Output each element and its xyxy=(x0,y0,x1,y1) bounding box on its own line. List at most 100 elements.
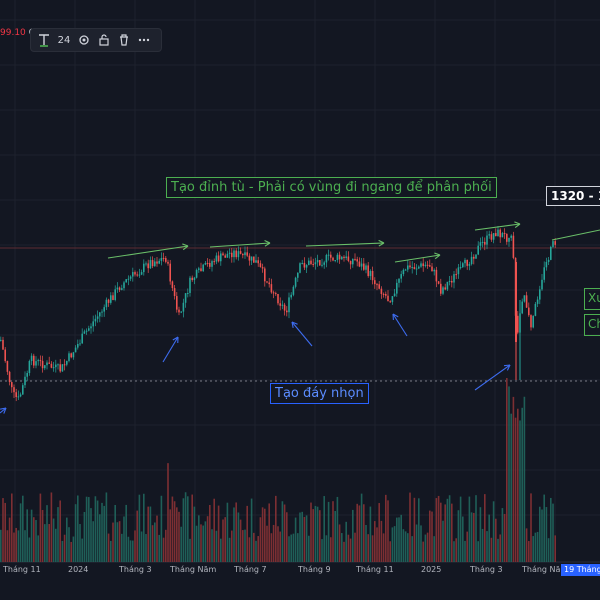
candle-body xyxy=(554,241,556,245)
candle-body xyxy=(382,293,385,295)
candle-body xyxy=(499,229,501,238)
volume-bar xyxy=(255,540,257,562)
candle-body xyxy=(103,307,105,312)
volume-bar xyxy=(543,494,545,562)
candle-body xyxy=(59,364,61,372)
volume-bar xyxy=(545,507,548,562)
candle-body xyxy=(539,289,541,300)
candle-body xyxy=(464,259,466,264)
candle-body xyxy=(44,365,46,369)
distribution-top-note[interactable]: Tạo đỉnh tù - Phải có vùng đi ngang để p… xyxy=(166,177,497,198)
volume-bar xyxy=(283,504,286,562)
candle-body xyxy=(107,299,110,303)
support-arrow-head xyxy=(291,321,298,325)
time-axis[interactable]: Tháng 11 2024 Tháng 3 Tháng Năm Tháng 7 … xyxy=(0,563,600,577)
volume-bar xyxy=(261,507,264,562)
candle-body xyxy=(477,245,479,255)
volume-bar xyxy=(79,524,81,562)
volume-bar xyxy=(167,463,169,562)
candle-body xyxy=(349,260,352,265)
candle-body xyxy=(459,267,462,269)
candle-body xyxy=(55,364,57,368)
volume-bar xyxy=(88,497,90,562)
lock-icon[interactable] xyxy=(97,31,111,49)
volume-bar xyxy=(396,517,398,562)
x-tick-label: Tháng 11 xyxy=(3,565,41,574)
volume-bar xyxy=(217,505,220,562)
volume-bar xyxy=(327,501,330,562)
volume-bar xyxy=(35,520,37,562)
candle-body xyxy=(211,261,213,267)
resistance-arrow-head xyxy=(434,254,441,260)
candle-body xyxy=(319,260,321,266)
volume-bar xyxy=(325,535,328,562)
volume-bar xyxy=(90,508,92,562)
volume-bar xyxy=(354,532,356,562)
resistance-arrow-head xyxy=(514,221,521,225)
volume-bar xyxy=(393,526,396,562)
candle-body xyxy=(402,269,405,275)
volume-bar xyxy=(303,516,306,562)
volume-bar xyxy=(173,501,176,562)
volume-bar xyxy=(530,493,532,562)
volume-bar xyxy=(349,538,352,562)
candle-body xyxy=(257,260,259,264)
volume-bar xyxy=(195,525,198,562)
volume-bar xyxy=(429,510,431,562)
candle-body xyxy=(39,360,42,362)
volume-bar xyxy=(8,517,11,562)
resistance-arrow-head xyxy=(182,243,189,247)
volume-bar xyxy=(189,538,191,562)
gear-icon[interactable] xyxy=(77,31,91,49)
volume-bar xyxy=(136,510,138,562)
candle-body xyxy=(433,269,435,272)
sharp-bottom-note[interactable]: Tạo đáy nhọn xyxy=(270,383,369,404)
volume-bar xyxy=(451,503,453,562)
candle-body xyxy=(501,233,504,238)
volume-bar xyxy=(371,535,374,562)
volume-bar xyxy=(57,507,59,562)
volume-bar xyxy=(99,514,101,562)
side-label-1[interactable]: Xu xyxy=(584,288,600,310)
volume-bar xyxy=(28,537,31,562)
candle-body xyxy=(310,260,312,264)
volume-bar xyxy=(107,533,110,562)
candle-body xyxy=(341,256,343,260)
candle-body xyxy=(125,279,127,283)
volume-bar xyxy=(455,538,457,562)
font-size-button[interactable]: 24 xyxy=(57,34,71,46)
candle-body xyxy=(123,282,125,289)
candle-body xyxy=(149,260,152,269)
volume-bar xyxy=(13,532,15,562)
candle-body xyxy=(217,255,220,262)
candle-body xyxy=(404,269,407,271)
volume-bar xyxy=(534,532,537,562)
candle-body xyxy=(70,353,72,358)
candle-body xyxy=(407,265,409,270)
volume-bar xyxy=(143,493,145,562)
support-arrow-head xyxy=(172,336,179,341)
volume-bar xyxy=(226,502,229,562)
candle-body xyxy=(206,262,209,264)
more-dots-icon[interactable] xyxy=(137,31,151,49)
candle-body xyxy=(213,261,215,263)
candle-body xyxy=(534,303,537,316)
support-arrow-head xyxy=(392,313,399,318)
volume-bar xyxy=(270,533,273,562)
candle-body xyxy=(420,263,422,267)
volume-bar xyxy=(420,525,422,562)
volume-bar xyxy=(165,529,167,562)
candle-body xyxy=(160,257,163,261)
side-label-2[interactable]: Ch xyxy=(584,314,600,336)
volume-bar xyxy=(50,492,53,562)
volume-bar xyxy=(477,541,479,562)
volume-bar xyxy=(358,505,361,562)
price-target-note[interactable]: 1320 - 13 xyxy=(546,186,600,206)
volume-bar xyxy=(506,378,508,562)
volume-bar xyxy=(33,517,35,562)
resistance-arrow xyxy=(107,245,189,259)
trash-icon[interactable] xyxy=(117,31,131,49)
text-T-icon[interactable] xyxy=(37,31,51,49)
candle-body xyxy=(451,280,453,283)
